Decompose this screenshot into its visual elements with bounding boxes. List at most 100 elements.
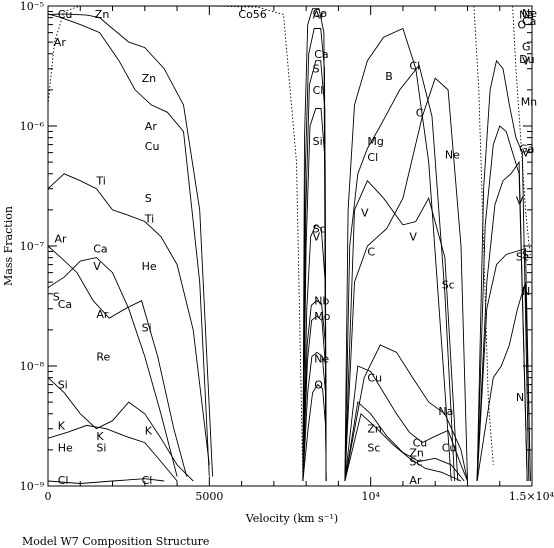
series-line-v-outer xyxy=(476,160,528,482)
y-tick-label: 10⁻⁵ xyxy=(20,0,44,13)
species-label-re: Re xyxy=(96,351,110,364)
species-label-v: V xyxy=(409,231,417,244)
species-label-cl: Cl xyxy=(367,151,378,164)
species-label-s: S xyxy=(522,249,529,262)
series-line-ne xyxy=(302,351,327,482)
species-label-k: K xyxy=(96,430,104,443)
species-label-c: C xyxy=(367,246,375,259)
series-line-o xyxy=(302,383,327,482)
species-label-ne: Ne xyxy=(314,353,329,366)
species-label-ca: Ca xyxy=(522,15,536,28)
species-label-ar: Ar xyxy=(313,9,326,22)
series-line-sc xyxy=(302,224,327,482)
species-label-na: Na xyxy=(438,405,453,418)
species-label-v: V xyxy=(522,147,530,160)
y-tick-label: 10⁻⁶ xyxy=(20,120,45,133)
species-label-co56: Co56 xyxy=(238,8,266,21)
species-label-du: Du xyxy=(519,53,534,66)
species-label-sc: Sc xyxy=(313,223,326,236)
species-label-b: B xyxy=(385,70,393,83)
species-label-sc: Sc xyxy=(367,441,380,454)
plot-frame xyxy=(47,5,533,487)
species-label-c: C xyxy=(416,106,424,119)
species-label-ar: Ar xyxy=(54,36,67,49)
species-label-k: K xyxy=(58,419,66,432)
species-label-s: S xyxy=(53,290,60,303)
species-label-s: S xyxy=(145,192,152,205)
species-label-n: N xyxy=(516,391,524,404)
x-tick-label: 0 xyxy=(45,490,52,503)
species-label-o: O xyxy=(314,379,323,392)
series-line-ca-outer xyxy=(302,28,327,482)
species-label-ga: Ga xyxy=(519,143,534,156)
series-line-zn xyxy=(48,13,214,477)
species-label-cu: Cu xyxy=(413,437,428,450)
species-label-ti: Ti xyxy=(144,212,154,225)
series-line-mn xyxy=(476,59,530,482)
species-label-ar: Ar xyxy=(145,120,158,133)
species-label-o: O xyxy=(518,19,527,32)
species-label-v: V xyxy=(361,207,369,220)
species-label-si: Si xyxy=(313,135,323,148)
species-label-si: Si xyxy=(96,441,106,454)
series-line-si-outer xyxy=(302,108,327,482)
species-label-g: G xyxy=(522,41,531,54)
series-line-na xyxy=(344,344,468,482)
species-label-mo: Mo xyxy=(314,310,330,323)
species-label-cu: Cu xyxy=(367,372,382,385)
species-label-sc: Sc xyxy=(409,456,422,469)
species-label-nb: Nb xyxy=(314,295,329,308)
x-tick-label: 1.5×10⁴ xyxy=(509,490,554,503)
series-line-ca xyxy=(48,257,178,477)
species-label-n: N xyxy=(522,285,530,298)
series-line-ga xyxy=(476,125,528,482)
y-axis-title: Mass Fraction xyxy=(2,206,15,286)
x-axis-title: Velocity (km s⁻¹) xyxy=(245,512,338,525)
species-label-zn: Zn xyxy=(95,8,110,21)
series-line-co56 xyxy=(48,6,304,482)
figure-caption: Model W7 Composition Structure xyxy=(22,535,209,548)
species-label-cl: Cl xyxy=(409,59,420,72)
series-line-c xyxy=(344,77,468,482)
series-line-sc-outer xyxy=(344,412,462,482)
species-label-k: K xyxy=(145,425,153,438)
series-line-mo xyxy=(302,315,327,482)
species-label-sc: Sc xyxy=(516,250,529,263)
species-label-ca: Ca xyxy=(58,298,72,311)
species-label-cu: Cu xyxy=(145,140,160,153)
species-label-ar: Ar xyxy=(96,308,109,321)
y-tick-label: 10⁻⁹ xyxy=(20,480,45,493)
species-label-ti: Ti xyxy=(95,175,105,188)
species-label-cl: Cl xyxy=(142,474,153,487)
species-label-si: Si xyxy=(142,321,152,334)
species-label-s: S xyxy=(313,63,320,76)
y-tick-label: 10⁻⁸ xyxy=(20,360,45,373)
species-label-ca: Ca xyxy=(314,48,328,61)
tick-group: 0 5000 10⁴ 1.5×10⁴ 10⁻⁹ 10⁻⁸ 10⁻⁷ 10⁻⁶ 10⁻⁵ xyxy=(20,0,554,503)
series-line-cu-outer xyxy=(344,365,468,482)
species-label-cl: Cl xyxy=(313,84,324,97)
series-line-cu xyxy=(48,13,210,477)
series-line-si xyxy=(48,377,194,482)
series-line-n xyxy=(476,281,531,482)
species-label-zn: Zn xyxy=(367,423,382,436)
species-label-ar: Ar xyxy=(55,233,68,246)
species-label-he: He xyxy=(58,441,73,454)
species-label-v: V xyxy=(516,194,524,207)
x-tick-label: 10⁴ xyxy=(361,490,380,503)
species-label-zn: Zn xyxy=(142,72,157,85)
species-label-v: V xyxy=(522,55,530,68)
species-label-si: Si xyxy=(58,379,68,392)
x-tick-label: 5000 xyxy=(195,490,223,503)
series-line-v xyxy=(344,179,459,482)
species-label-mn: Mn xyxy=(521,96,537,109)
series-group xyxy=(48,6,531,484)
species-label-na: Na xyxy=(519,9,534,22)
y-tick-label: 10⁻⁷ xyxy=(20,240,45,253)
species-label-mg: Mg xyxy=(367,135,383,148)
series-line-ti xyxy=(48,173,210,465)
series-line-sc-outermost xyxy=(476,248,531,482)
species-label-cu: Cu xyxy=(442,441,457,454)
